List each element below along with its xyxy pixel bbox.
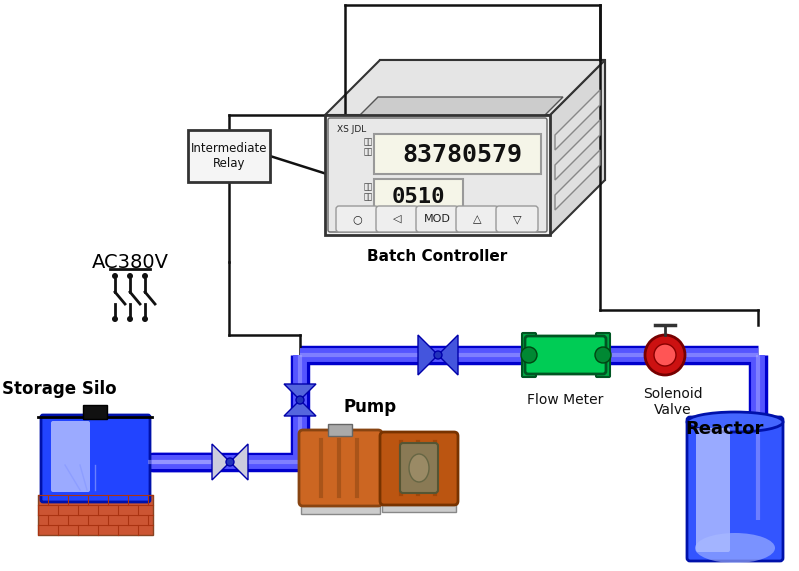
- Text: XS JDL: XS JDL: [337, 124, 366, 134]
- Polygon shape: [555, 90, 600, 150]
- Polygon shape: [325, 60, 605, 115]
- FancyBboxPatch shape: [696, 428, 730, 552]
- Polygon shape: [284, 384, 316, 400]
- FancyBboxPatch shape: [38, 495, 153, 535]
- Circle shape: [112, 273, 118, 279]
- Ellipse shape: [687, 412, 783, 432]
- Circle shape: [142, 273, 148, 279]
- FancyBboxPatch shape: [400, 443, 438, 493]
- Circle shape: [127, 273, 133, 279]
- Polygon shape: [438, 335, 458, 375]
- Text: Intermediate
Relay: Intermediate Relay: [191, 142, 267, 170]
- FancyBboxPatch shape: [522, 333, 536, 377]
- FancyBboxPatch shape: [328, 118, 547, 232]
- Circle shape: [226, 458, 234, 466]
- Circle shape: [434, 351, 442, 359]
- FancyBboxPatch shape: [596, 333, 610, 377]
- Text: 0510: 0510: [392, 187, 445, 207]
- FancyBboxPatch shape: [188, 130, 270, 182]
- Text: Storage Silo: Storage Silo: [2, 380, 117, 398]
- FancyBboxPatch shape: [456, 206, 498, 232]
- Ellipse shape: [695, 533, 775, 563]
- Text: △: △: [473, 214, 481, 224]
- Circle shape: [521, 347, 537, 363]
- Polygon shape: [380, 60, 605, 180]
- Polygon shape: [212, 444, 230, 480]
- Text: ▽: ▽: [513, 214, 521, 224]
- Text: Flow Meter: Flow Meter: [527, 393, 603, 407]
- FancyBboxPatch shape: [374, 179, 463, 213]
- Text: MOD: MOD: [423, 214, 451, 224]
- FancyBboxPatch shape: [374, 134, 541, 174]
- Circle shape: [595, 347, 611, 363]
- Circle shape: [296, 396, 304, 404]
- FancyBboxPatch shape: [328, 424, 352, 436]
- Text: 83780579: 83780579: [402, 143, 522, 167]
- Text: Solenoid
Valve: Solenoid Valve: [643, 387, 703, 417]
- Polygon shape: [230, 444, 248, 480]
- Circle shape: [654, 344, 676, 366]
- Polygon shape: [284, 400, 316, 416]
- FancyBboxPatch shape: [299, 430, 382, 506]
- FancyBboxPatch shape: [83, 405, 107, 419]
- Text: 瞬时
流量: 瞬时 流量: [364, 182, 373, 202]
- Text: Batch Controller: Batch Controller: [367, 249, 507, 264]
- FancyBboxPatch shape: [376, 206, 418, 232]
- Polygon shape: [418, 335, 438, 375]
- Ellipse shape: [409, 454, 429, 482]
- FancyBboxPatch shape: [41, 415, 150, 502]
- Text: 累积
流量: 累积 流量: [364, 137, 373, 156]
- Polygon shape: [555, 120, 600, 180]
- Text: Pump: Pump: [344, 398, 396, 416]
- FancyBboxPatch shape: [51, 421, 90, 492]
- Circle shape: [142, 316, 148, 322]
- FancyBboxPatch shape: [380, 432, 458, 505]
- FancyBboxPatch shape: [336, 206, 378, 232]
- Polygon shape: [555, 150, 600, 210]
- FancyBboxPatch shape: [687, 417, 783, 561]
- FancyBboxPatch shape: [301, 500, 380, 514]
- Text: Reactor: Reactor: [685, 420, 763, 438]
- Circle shape: [645, 335, 685, 375]
- Text: ○: ○: [352, 214, 362, 224]
- Text: ◁: ◁: [393, 214, 401, 224]
- Polygon shape: [345, 97, 563, 130]
- Circle shape: [112, 316, 118, 322]
- FancyBboxPatch shape: [416, 206, 458, 232]
- Text: AC380V: AC380V: [92, 253, 169, 272]
- Circle shape: [127, 316, 133, 322]
- FancyBboxPatch shape: [382, 498, 456, 512]
- FancyBboxPatch shape: [525, 336, 606, 374]
- FancyBboxPatch shape: [496, 206, 538, 232]
- FancyBboxPatch shape: [325, 115, 550, 235]
- Polygon shape: [550, 60, 605, 235]
